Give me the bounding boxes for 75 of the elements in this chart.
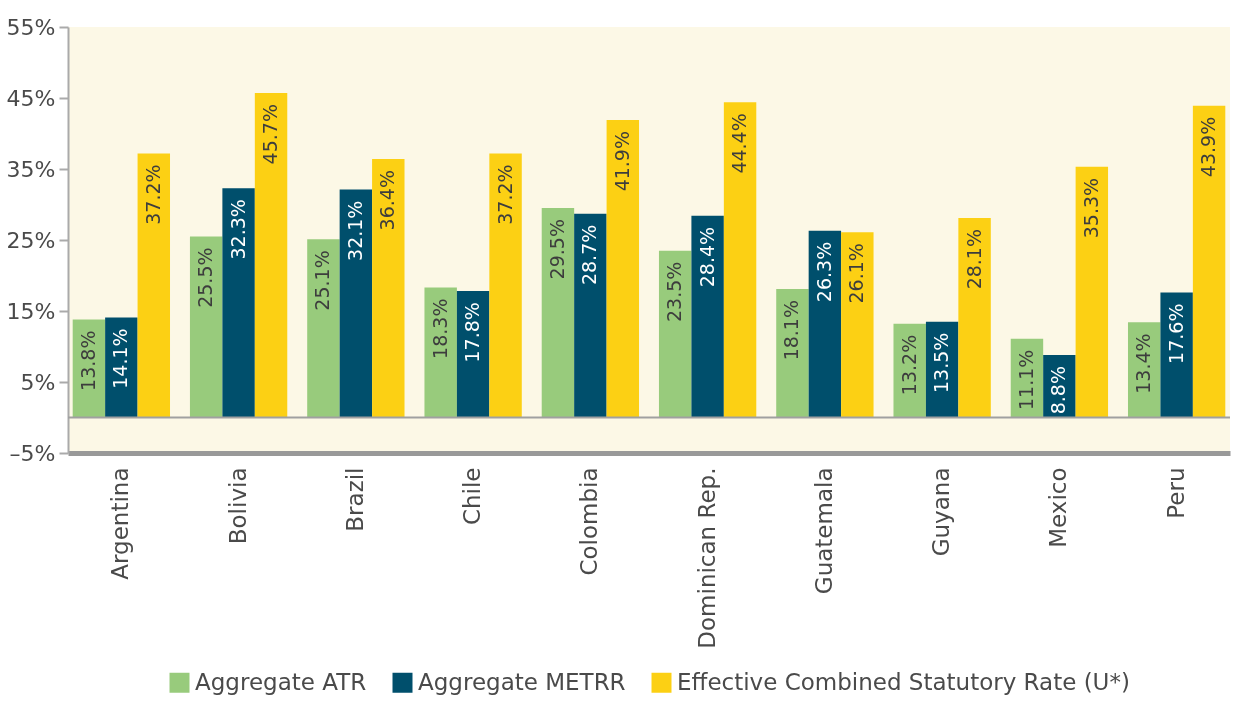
legend-label: Aggregate ATR <box>195 668 367 695</box>
bar <box>254 93 288 418</box>
data-label: 32.3% <box>226 199 249 260</box>
data-label: 32.1% <box>343 200 366 261</box>
data-label: 44.4% <box>728 113 751 174</box>
data-label: 18.3% <box>428 298 451 359</box>
x-tick-label: Bolivia <box>224 467 251 545</box>
x-tick-label: Chile <box>459 467 486 526</box>
bar <box>189 236 223 418</box>
data-label: 13.4% <box>1132 333 1155 394</box>
data-label: 25.5% <box>194 247 217 308</box>
bar <box>893 323 926 418</box>
data-label: 37.2% <box>141 164 164 225</box>
bar <box>489 153 522 418</box>
data-label: 28.7% <box>578 224 601 286</box>
bar <box>1192 105 1226 418</box>
data-label: 23.5% <box>663 261 686 323</box>
data-label: 28.4% <box>695 226 718 288</box>
data-label: 28.1% <box>962 228 985 290</box>
data-label: 11.1% <box>1014 349 1037 411</box>
bar <box>541 208 575 418</box>
data-label: 43.9% <box>1197 116 1220 178</box>
x-tick-label: Brazil <box>341 467 368 532</box>
x-tick-label: Guatemala <box>810 467 837 595</box>
data-label: 26.1% <box>845 243 868 304</box>
x-tick-label: Colombia <box>576 467 603 576</box>
data-label: 36.4% <box>376 170 399 231</box>
bar <box>1075 166 1109 418</box>
data-label: 17.6% <box>1164 303 1187 364</box>
x-tick-label: Dominican Rep. <box>693 467 720 649</box>
data-label: 13.5% <box>930 332 953 394</box>
data-label: 37.2% <box>493 164 516 225</box>
bar <box>776 288 809 418</box>
bar <box>424 287 457 418</box>
bar <box>1160 292 1193 418</box>
y-tick-label: 45% <box>6 85 56 111</box>
bar <box>339 189 373 418</box>
bar <box>723 102 757 418</box>
data-label: 25.1% <box>311 250 334 311</box>
x-tick-label: Mexico <box>1045 467 1072 548</box>
x-tick-label: Peru <box>1162 467 1189 519</box>
data-label: 17.8% <box>461 302 484 363</box>
bar <box>691 215 724 418</box>
data-label: 35.3% <box>1079 177 1102 239</box>
y-tick-label: 55% <box>6 14 56 40</box>
bar <box>808 230 842 418</box>
data-label: 26.3% <box>812 241 835 303</box>
data-label: 14.1% <box>109 328 132 389</box>
y-tick-label: 15% <box>6 298 56 324</box>
bar <box>137 153 171 418</box>
data-label: 41.9% <box>610 131 633 192</box>
data-label: 18.1% <box>780 299 803 361</box>
bar <box>307 239 340 418</box>
y-tick-label: 25% <box>6 227 56 253</box>
data-label: 8.8% <box>1047 366 1070 415</box>
data-label: 29.5% <box>545 219 568 280</box>
bar <box>958 217 991 418</box>
legend-label: Effective Combined Statutory Rate (U*) <box>677 668 1130 695</box>
y-tick-label: 5% <box>20 369 56 395</box>
data-label: 13.8% <box>76 330 99 391</box>
bar <box>841 232 874 418</box>
bar <box>456 291 490 418</box>
bar <box>574 213 607 418</box>
data-label: 45.7% <box>259 104 282 165</box>
y-tick-label: 35% <box>6 156 56 182</box>
bar <box>105 317 138 418</box>
bar <box>606 120 640 418</box>
data-label: 13.2% <box>897 334 920 396</box>
x-tick-label: Argentina <box>107 467 134 580</box>
bar <box>372 159 405 418</box>
legend-label: Aggregate METRR <box>418 668 626 695</box>
y-tick-label: –5% <box>9 440 56 466</box>
x-tick-label: Guyana <box>928 467 955 557</box>
bar <box>222 188 255 418</box>
bar <box>658 250 692 418</box>
